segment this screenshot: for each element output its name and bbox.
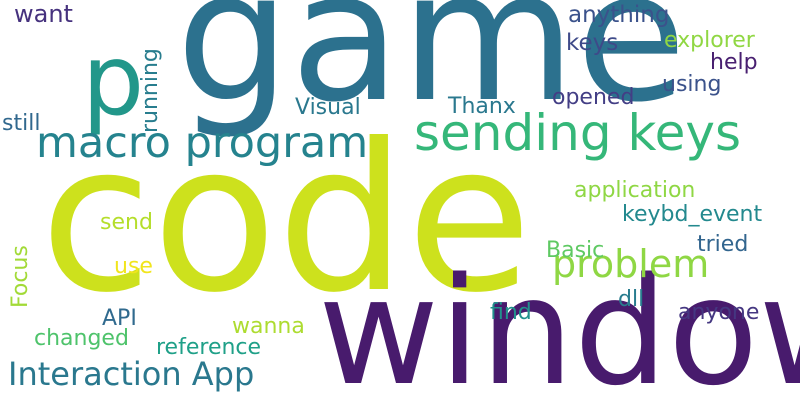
word-still: still <box>2 111 41 136</box>
word-reference: reference <box>156 335 262 360</box>
word-game: game <box>176 0 687 142</box>
word-running: running <box>138 48 163 133</box>
word-changed: changed <box>34 326 129 351</box>
word-send: send <box>100 210 153 235</box>
word-sending-keys: sending keys <box>414 104 742 162</box>
word-dll: dll <box>618 287 645 312</box>
word-anyone: anyone <box>678 300 760 325</box>
word-window: window <box>318 246 800 400</box>
word-want: want <box>14 0 73 28</box>
word-code: code <box>40 101 532 338</box>
word-keybd-event: keybd_event <box>622 202 763 227</box>
word-wanna: wanna <box>232 314 305 339</box>
word-p: p <box>82 24 145 138</box>
word-interaction-app: Interaction App <box>8 355 255 393</box>
word-using: using <box>662 72 722 97</box>
word-application: application <box>574 178 696 203</box>
word-macro-program: macro program <box>36 118 369 168</box>
word-visual: Visual <box>295 95 361 120</box>
word-api: API <box>102 306 137 331</box>
word-tried: tried <box>697 232 749 257</box>
word-basic: Basic <box>546 238 605 263</box>
word-keys: keys <box>566 30 619 56</box>
word-help: help <box>710 50 758 75</box>
word-anything: anything <box>568 2 670 28</box>
word-find: find <box>490 300 532 325</box>
word-explorer: explorer <box>664 28 755 53</box>
word-use: use <box>114 254 153 279</box>
word-focus: Focus <box>8 245 33 308</box>
word-opened: opened <box>552 85 635 110</box>
word-thanx: Thanx <box>448 94 516 119</box>
word-problem: problem <box>552 242 710 286</box>
